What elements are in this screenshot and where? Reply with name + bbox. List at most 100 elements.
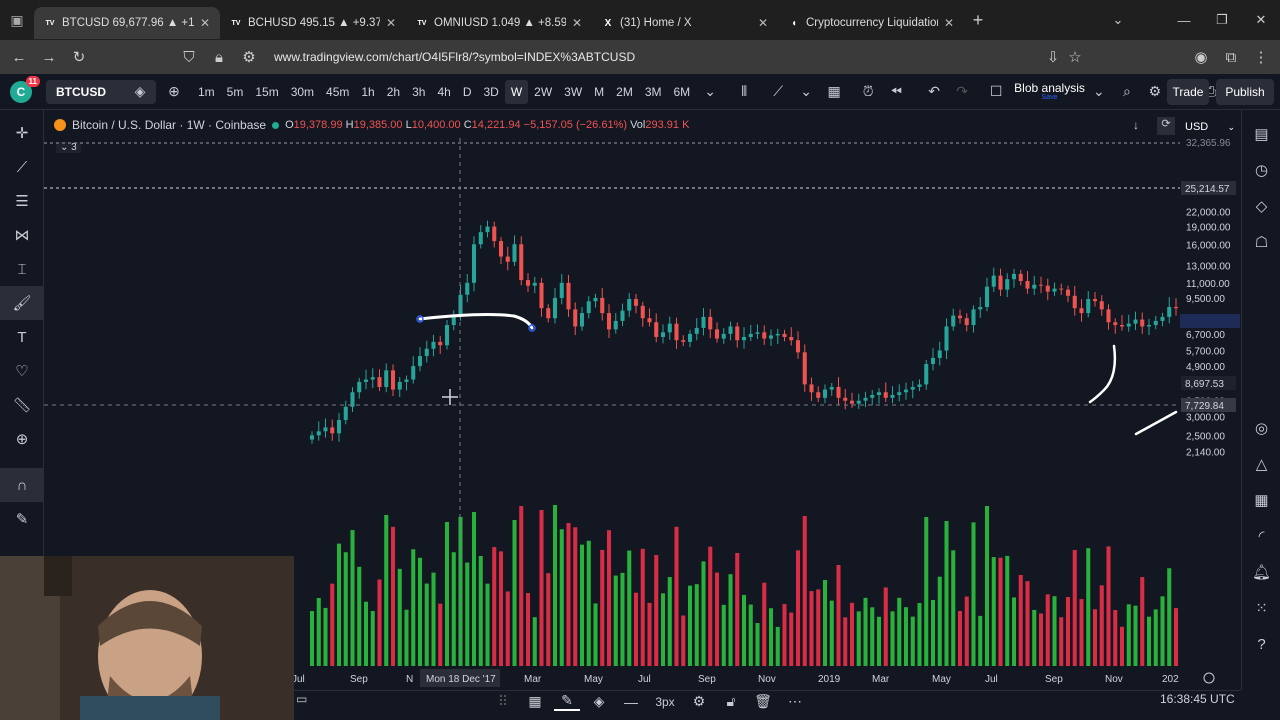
timeframe-6m[interactable]: 6M [673, 84, 691, 99]
install-icon[interactable]: ⇩ [1046, 49, 1060, 66]
tab-close-icon[interactable]: ✕ [943, 16, 954, 30]
fill-color-icon[interactable]: ◈ [593, 693, 605, 709]
legend-title[interactable]: Bitcoin / U.S. Dollar · 1W · Coinbase [72, 118, 267, 132]
shield-icon[interactable]: ⛉ [183, 48, 195, 66]
layout-chevron-icon[interactable]: ⌄ [1093, 83, 1105, 99]
stroke-width-label[interactable]: 3px [655, 694, 675, 709]
close-window-button[interactable]: ✕ [1255, 12, 1267, 27]
templates-icon[interactable]: ▦ [827, 83, 841, 99]
text-icon[interactable]: T [17, 328, 27, 346]
rss-icon[interactable]: ◜ [1258, 528, 1265, 545]
trend-line-icon[interactable]: ⟋ [16, 158, 28, 176]
zoom-icon[interactable]: ⊕ [15, 431, 29, 448]
calendar-icon[interactable]: ▦ [1254, 492, 1269, 509]
avatar[interactable]: C 11 [10, 75, 40, 103]
tab-close-icon[interactable]: ✕ [757, 16, 768, 30]
alert-icon[interactable]: ⏰︎ [862, 83, 874, 99]
site-settings-icon[interactable]: ⚙ [242, 49, 256, 66]
forward-icon[interactable]: → [41, 48, 57, 66]
indicators-icon[interactable]: ⟋ [773, 83, 784, 99]
date-range-icon[interactable]: ▭ [296, 692, 308, 706]
timeframe-d[interactable]: D [462, 84, 472, 99]
settings-icon[interactable]: ⚙ [1148, 83, 1162, 99]
publish-button[interactable]: Publish [1216, 79, 1274, 105]
pattern-icon[interactable]: ⋈ [14, 227, 30, 244]
maximize-button[interactable]: ❐ [1216, 12, 1228, 27]
triangle-icon[interactable]: △ [1255, 456, 1268, 473]
chat-icon[interactable]: ☖ [1254, 234, 1269, 251]
drag-handle-icon[interactable]: ⠿ [497, 693, 509, 709]
crosshair-icon[interactable]: ✛ [15, 125, 29, 142]
compare-icon[interactable]: ◈ [134, 83, 146, 99]
reload-icon[interactable]: ↻ [72, 49, 86, 66]
help-icon[interactable]: ? [1257, 635, 1266, 653]
brush-icon[interactable]: 🖌︎ [0, 286, 44, 320]
target-icon[interactable]: ◎ [1254, 420, 1269, 437]
fib-icon[interactable]: ☰ [15, 193, 29, 210]
undo-icon[interactable]: ↶ [928, 83, 941, 99]
timeframe-2m[interactable]: 2M [616, 84, 633, 99]
line-weight-icon[interactable]: — [624, 693, 638, 710]
symbol-search[interactable]: BTCUSD [46, 79, 156, 104]
candles-icon[interactable]: ⫴ [741, 83, 748, 99]
browser-tab[interactable]: TV BTCUSD 69,677.96 ▲ +10.97% B ✕ [34, 7, 220, 39]
back-icon[interactable]: ← [11, 48, 27, 66]
lock-icon-bottom[interactable]: 🔓︎ [726, 693, 736, 709]
layout-checkbox-icon[interactable]: ☐ [989, 83, 1003, 99]
bookmark-star-icon[interactable]: ☆ [1068, 49, 1082, 66]
timeframe-2h[interactable]: 2h [386, 84, 401, 99]
utc-clock[interactable]: 16:38:45 UTC [1160, 692, 1235, 706]
timeframe-3w[interactable]: 3W [564, 84, 583, 99]
extensions-icon[interactable]: ⧉ [1225, 48, 1237, 66]
more-icon[interactable]: ⋯ [788, 693, 802, 709]
timeframe-5m[interactable]: 5m [226, 84, 244, 99]
timeframe-2w[interactable]: 2W [534, 84, 553, 99]
minimize-button[interactable]: — [1177, 12, 1191, 28]
timeframe-3h[interactable]: 3h [412, 84, 426, 99]
timeframe-3m[interactable]: 3M [644, 84, 662, 99]
magnet-icon[interactable]: ∩ [0, 468, 44, 502]
trash-icon[interactable]: 🗑︎ [754, 693, 772, 709]
redo-icon[interactable]: ↷ [956, 83, 969, 99]
timeframe-45m[interactable]: 45m [326, 84, 350, 99]
lock-drawing-icon[interactable]: ✎ [15, 511, 29, 528]
pencil-icon[interactable]: ✎ [554, 692, 580, 711]
clock-icon[interactable]: ◷ [1254, 162, 1269, 179]
browser-tab[interactable]: ◖ Cryptocurrency Liquidation Ma ✕ [778, 7, 964, 39]
timeframe-1h[interactable]: 1h [361, 84, 375, 99]
browser-tab[interactable]: X (31) Home / X ✕ [592, 7, 778, 39]
indicators-chevron-icon[interactable]: ⌄ [800, 83, 813, 99]
price-chart[interactable]: 22,000.00 19,000.00 16,000.00 13,000.00 11,0… [44, 138, 1240, 690]
tab-list-chevron-icon[interactable]: ⌄ [1112, 12, 1124, 27]
timeframe-chevron-icon[interactable]: ⌄ [704, 83, 717, 99]
add-symbol-icon[interactable]: ⊕ [168, 83, 180, 99]
replay-icon[interactable]: ⏪︎ [890, 83, 902, 99]
ruler-icon[interactable]: 📏︎ [12, 397, 32, 414]
bell-icon[interactable]: 🔔︎ [1251, 564, 1272, 581]
browser-tab[interactable]: TV OMNIUSD 1.049 ▲ +8.59% Blob ✕ [406, 7, 592, 39]
timeframe-4h[interactable]: 4h [437, 84, 451, 99]
indicator-collapse[interactable]: ⌄ 3 [56, 142, 81, 153]
template-icon[interactable]: ▦ [528, 693, 542, 709]
watchlist-icon[interactable]: ▤ [1254, 126, 1269, 143]
projection-icon[interactable]: ⌶ [17, 260, 27, 278]
browser-tab[interactable]: TV BCHUSD 495.15 ▲ +9.37% Blob ✕ [220, 7, 406, 39]
scroll-down-icon[interactable]: ↓ [1133, 118, 1139, 132]
timeframe-15m[interactable]: 15m [255, 84, 279, 99]
layers-icon[interactable]: ◇ [1255, 198, 1268, 215]
layout-name[interactable]: Blob analysis Save [1014, 82, 1085, 101]
apps-icon[interactable]: ⁙ [1255, 600, 1268, 617]
drawing-settings-icon[interactable]: ⚙ [692, 693, 706, 709]
tab-close-icon[interactable]: ✕ [385, 16, 396, 30]
tab-search-icon[interactable]: ▣ [10, 11, 24, 28]
url-field[interactable]: www.tradingview.com/chart/O4I5Flr8/?symb… [274, 50, 636, 64]
timeframe-1m[interactable]: 1m [198, 84, 215, 99]
tab-close-icon[interactable]: ✕ [199, 16, 210, 30]
lock-icon[interactable]: 🔒︎ [215, 48, 223, 66]
auto-scale-icon[interactable]: ⟳ [1157, 117, 1175, 135]
timeframe-30m[interactable]: 30m [290, 84, 315, 99]
timeframe-3d[interactable]: 3D [483, 84, 499, 99]
new-tab-button[interactable]: + [972, 9, 984, 30]
heart-icon[interactable]: ♡ [15, 363, 29, 380]
quick-search-icon[interactable]: ⌕ [1122, 83, 1131, 99]
